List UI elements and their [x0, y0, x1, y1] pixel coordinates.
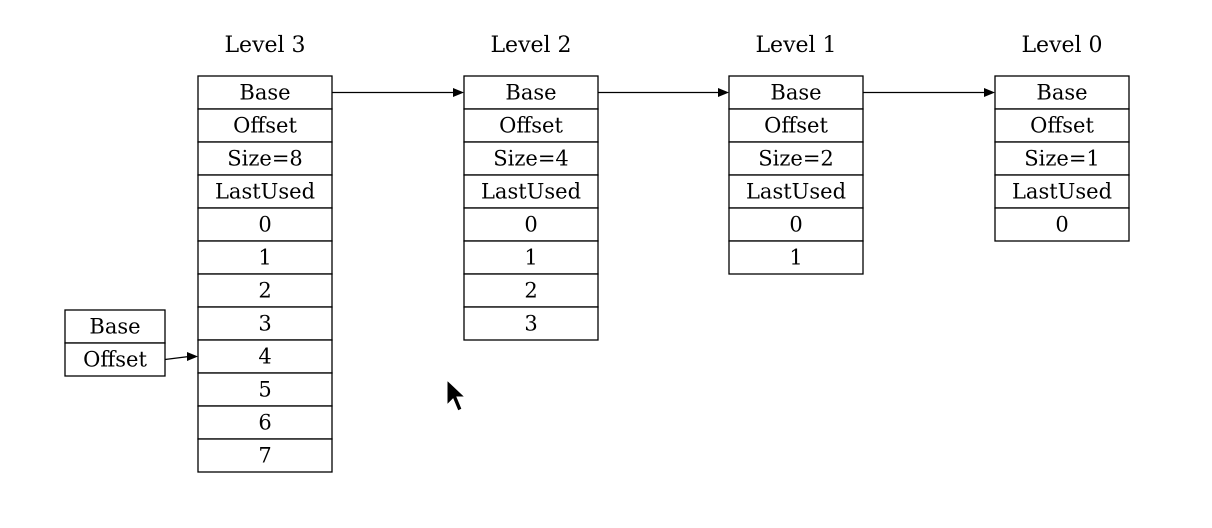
cell-label: 0 [258, 213, 271, 237]
cell-base: Base [994, 75, 1130, 110]
pointer-arrow [164, 352, 198, 361]
cell-2: 2 [197, 273, 333, 308]
cell-0: 0 [728, 207, 864, 242]
cell-label: 0 [789, 213, 802, 237]
cell-3: 3 [197, 306, 333, 341]
cell-label: Offset [233, 114, 297, 138]
cell-offset: Offset [994, 108, 1130, 143]
cell-lastused: LastUsed [728, 174, 864, 209]
cell-label: Size=1 [1024, 147, 1100, 171]
level-title: Level 0 [1021, 33, 1102, 58]
cell-label: 4 [258, 345, 271, 369]
mouse-pointer-icon [446, 378, 467, 412]
cell-label: Offset [764, 114, 828, 138]
link-arrow [332, 88, 464, 97]
cell-label: Offset [499, 114, 563, 138]
cell-label: 1 [258, 246, 271, 270]
cell-1: 1 [463, 240, 599, 275]
level-column-level-3: Level 3 Base Offset Size=8 LastUsed 0 1 2 3 4 5 6 7 [197, 33, 333, 473]
cell-label: Offset [1030, 114, 1094, 138]
cell-label: Size=4 [493, 147, 569, 171]
level-links [164, 88, 995, 361]
cell-label: Base [1036, 81, 1087, 105]
level-title: Level 1 [755, 33, 836, 58]
level-title: Level 2 [490, 33, 571, 58]
cell-label: LastUsed [1012, 180, 1112, 204]
cell-offset: Offset [463, 108, 599, 143]
cell-label: 2 [524, 279, 537, 303]
cell-label: Size=2 [758, 147, 834, 171]
cell-offset: Offset [728, 108, 864, 143]
cell-label: Base [770, 81, 821, 105]
cell-label: 1 [524, 246, 537, 270]
pointer-cell-label: Offset [83, 348, 147, 372]
cell-0: 0 [197, 207, 333, 242]
link-arrow [863, 88, 995, 97]
cell-label: 2 [258, 279, 271, 303]
cell-label: LastUsed [746, 180, 846, 204]
cell-base: Base [728, 75, 864, 110]
cell-base: Base [463, 75, 599, 110]
pointer-struct: Base Offset [64, 309, 166, 377]
cell-label: 6 [258, 411, 271, 435]
cell-size-2: Size=2 [728, 141, 864, 176]
cell-label: 0 [524, 213, 537, 237]
cell-6: 6 [197, 405, 333, 440]
cell-0: 0 [463, 207, 599, 242]
cell-1: 1 [197, 240, 333, 275]
cell-5: 5 [197, 372, 333, 407]
pointer-cell-offset: Offset [64, 342, 166, 377]
cell-lastused: LastUsed [197, 174, 333, 209]
link-arrow [598, 88, 729, 97]
cell-1: 1 [728, 240, 864, 275]
cell-base: Base [197, 75, 333, 110]
cell-offset: Offset [197, 108, 333, 143]
cell-label: 5 [258, 378, 271, 402]
cell-0: 0 [994, 207, 1130, 242]
cell-lastused: LastUsed [463, 174, 599, 209]
cell-label: 3 [524, 312, 537, 336]
level-column-level-1: Level 1 Base Offset Size=2 LastUsed 0 1 [728, 33, 864, 275]
level-columns: Level 3BaseOffsetSize=8LastUsed01234567L… [197, 33, 1130, 473]
level-column-level-0: Level 0 Base Offset Size=1 LastUsed 0 [994, 33, 1130, 242]
cell-2: 2 [463, 273, 599, 308]
cell-size-4: Size=4 [463, 141, 599, 176]
cell-label: 7 [258, 444, 271, 468]
pointer-cell-base: Base [64, 309, 166, 344]
level-column-level-2: Level 2 Base Offset Size=4 LastUsed 0 1 2 3 [463, 33, 599, 341]
cell-label: Size=8 [227, 147, 303, 171]
cell-label: LastUsed [481, 180, 581, 204]
cell-label: 1 [789, 246, 802, 270]
pointer-cell-label: Base [89, 315, 140, 339]
cell-label: Base [239, 81, 290, 105]
cell-4: 4 [197, 339, 333, 374]
cell-size-8: Size=8 [197, 141, 333, 176]
cell-7: 7 [197, 438, 333, 473]
cell-label: 3 [258, 312, 271, 336]
cell-3: 3 [463, 306, 599, 341]
cell-lastused: LastUsed [994, 174, 1130, 209]
cell-label: 0 [1055, 213, 1068, 237]
cell-label: LastUsed [215, 180, 315, 204]
level-title: Level 3 [224, 33, 305, 58]
cell-label: Base [505, 81, 556, 105]
cell-size-1: Size=1 [994, 141, 1130, 176]
